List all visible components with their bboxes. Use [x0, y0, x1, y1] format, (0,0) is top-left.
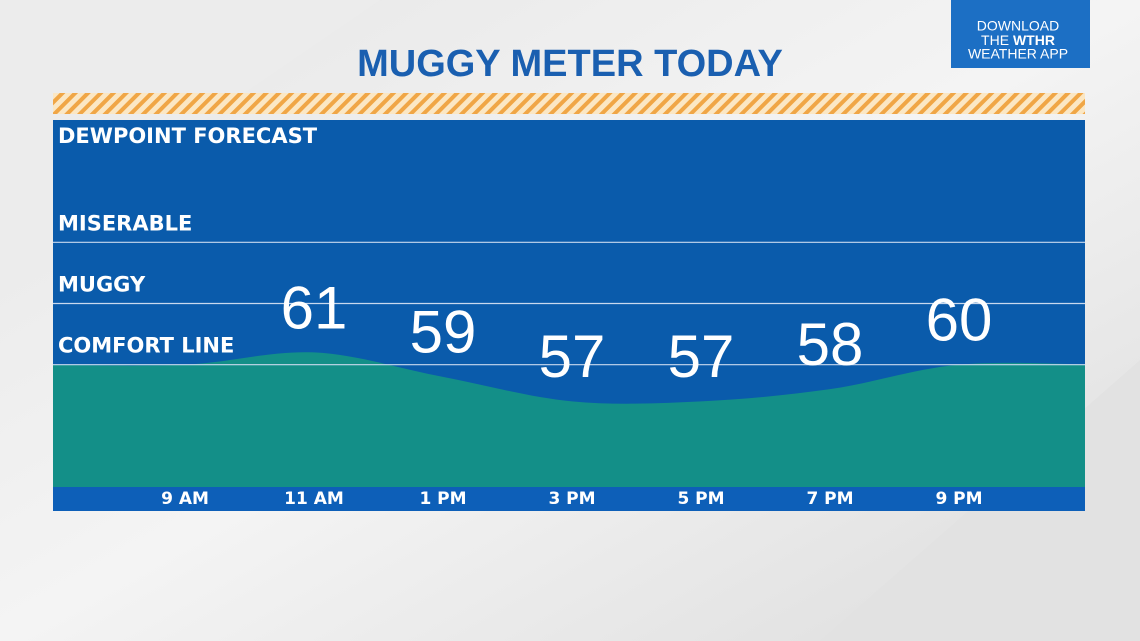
- badge-text: WEATHER APP: [968, 46, 1068, 62]
- x-tick-label: 7 PM: [806, 489, 853, 509]
- x-axis-bar: [53, 487, 1085, 511]
- x-tick-label: 9 AM: [161, 489, 209, 509]
- hatch-strip: [53, 93, 1085, 114]
- badge-text: THE: [981, 32, 1009, 48]
- badge-text: DOWNLOAD: [977, 18, 1059, 34]
- plot-area: [53, 352, 1085, 487]
- x-tick-label: 11 AM: [284, 489, 344, 509]
- value-label: 57: [668, 323, 735, 390]
- badge-text: WTHR: [1013, 32, 1055, 48]
- x-tick-label: 3 PM: [548, 489, 595, 509]
- area: [53, 352, 1085, 487]
- chart-subtitle: DEWPOINT FORECAST: [58, 124, 318, 148]
- value-label: 60: [926, 287, 993, 354]
- y-tick-label: MUGGY: [58, 273, 146, 297]
- y-tick-label: COMFORT LINE: [58, 334, 234, 358]
- y-tick-label: MISERABLE: [58, 211, 192, 235]
- x-tick-label: 5 PM: [677, 489, 724, 509]
- value-label: 58: [797, 311, 864, 378]
- badge-text: THE WTHR: [981, 32, 1055, 48]
- chart-title: MUGGY METER TODAY: [357, 43, 783, 85]
- value-label: 61: [281, 274, 348, 341]
- value-label: 57: [539, 323, 606, 390]
- x-tick-label: 9 PM: [935, 489, 982, 509]
- value-label: 59: [410, 299, 477, 366]
- app-badge[interactable]: [951, 0, 1090, 68]
- x-tick-label: 1 PM: [419, 489, 466, 509]
